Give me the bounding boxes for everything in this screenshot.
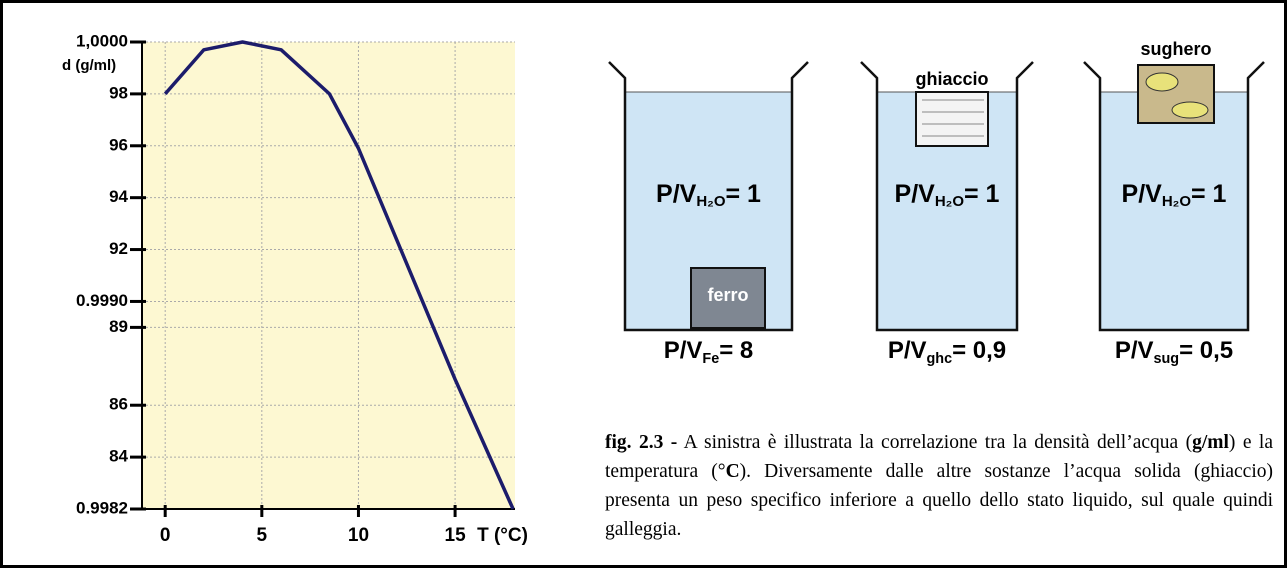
- prefix: P/V: [664, 337, 703, 364]
- y-tick-label: 86: [109, 395, 128, 414]
- density-label: P/Vsug= 0,5: [1115, 337, 1233, 366]
- subscript: H₂O: [1162, 193, 1191, 210]
- subscript: ghc: [927, 351, 953, 367]
- cork-hole: [1172, 102, 1208, 118]
- y-tick-label: 98: [109, 83, 128, 102]
- cork-hole: [1146, 73, 1178, 91]
- caption: fig. 2.3 - A sinistra è illustrata la co…: [605, 428, 1273, 544]
- suffix: = 8: [719, 337, 753, 364]
- suffix: = 1: [964, 180, 1000, 208]
- x-tick-label: 10: [348, 525, 369, 546]
- object-label: ferro: [707, 285, 748, 305]
- x-axis-label: T (°C): [477, 525, 528, 546]
- y-tick-label: 96: [109, 135, 128, 154]
- plot-area: [142, 42, 515, 509]
- object-label: sughero: [1140, 39, 1211, 59]
- x-tick-label: 15: [445, 525, 467, 546]
- suffix: = 1: [1191, 180, 1227, 208]
- density-label: P/VFe= 8: [664, 337, 754, 366]
- y-tick-label: 94: [109, 187, 128, 206]
- x-tick-label: 5: [257, 525, 268, 546]
- caption-segment: g/ml: [1192, 432, 1229, 453]
- y-tick-label: 89: [109, 317, 128, 336]
- subscript: Fe: [702, 351, 719, 367]
- caption-segment: fig. 2.3 -: [605, 432, 677, 453]
- prefix: P/V: [1115, 337, 1154, 364]
- prefix: P/V: [888, 337, 927, 364]
- suffix: = 0,5: [1179, 337, 1233, 364]
- object-label: ghiaccio: [915, 69, 988, 89]
- x-tick-label: 0: [160, 525, 171, 546]
- water: [1100, 92, 1248, 330]
- y-tick-label: 0.9982: [76, 498, 128, 517]
- prefix: P/V: [895, 180, 936, 208]
- subscript: H₂O: [935, 193, 964, 210]
- prefix: P/V: [656, 180, 697, 208]
- y-axis-label: d (g/ml): [62, 57, 116, 74]
- caption-segment: A sinistra è illustrata la correlazione …: [677, 432, 1192, 453]
- y-tick-label: 0.9990: [76, 291, 128, 310]
- subscript: sug: [1154, 351, 1180, 367]
- subscript: H₂O: [696, 193, 725, 210]
- y-tick-label: 92: [109, 239, 128, 258]
- y-tick-label: 1,0000: [76, 31, 128, 50]
- caption-segment: C: [726, 461, 740, 482]
- suffix: = 0,9: [952, 337, 1006, 364]
- y-tick-label: 84: [109, 447, 128, 466]
- suffix: = 1: [726, 180, 762, 208]
- density-label: P/Vghc= 0,9: [888, 337, 1006, 366]
- prefix: P/V: [1122, 180, 1163, 208]
